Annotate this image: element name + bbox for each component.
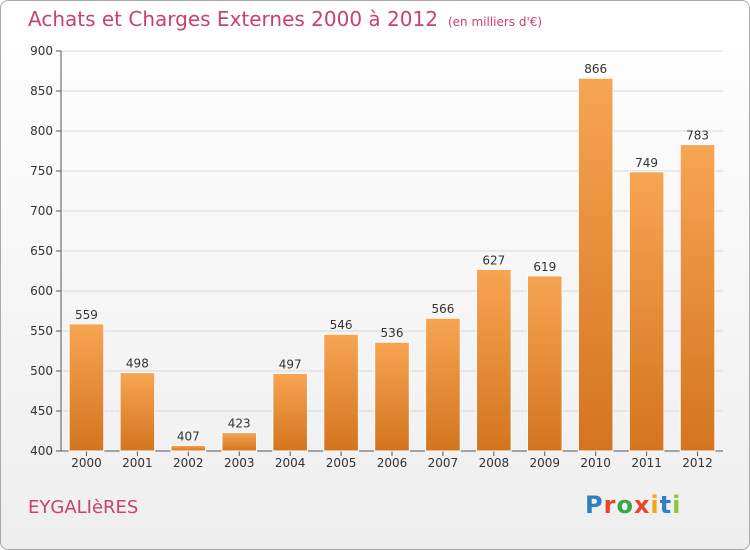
- y-tick-label: 850: [30, 84, 53, 98]
- data-label-2007: 566: [431, 302, 454, 316]
- data-label-2001: 498: [126, 357, 149, 371]
- bar-2004: [272, 372, 308, 452]
- data-label-2011: 749: [635, 156, 658, 170]
- bar-2006: [374, 341, 410, 452]
- data-label-2009: 619: [533, 260, 556, 274]
- data-label-2005: 546: [330, 318, 353, 332]
- y-tick-label: 650: [30, 244, 53, 258]
- y-tick-label: 450: [30, 404, 53, 418]
- x-tick-label-2003: 2003: [224, 456, 255, 470]
- y-tick-label: 750: [30, 164, 53, 178]
- x-tick-label-2008: 2008: [479, 456, 510, 470]
- data-label-2000: 559: [75, 308, 98, 322]
- data-label-2006: 536: [381, 326, 404, 340]
- x-tick-label-2004: 2004: [275, 456, 306, 470]
- data-label-2010: 866: [584, 62, 607, 76]
- bar-2000: [68, 323, 105, 452]
- chart-title-text: Achats et Charges Externes 2000 à 2012: [28, 7, 438, 31]
- chart-title: Achats et Charges Externes 2000 à 2012 (e…: [28, 7, 542, 31]
- x-tick-label-2007: 2007: [428, 456, 459, 470]
- x-tick-label-2005: 2005: [326, 456, 357, 470]
- commune-name: EYGALIèRES: [28, 497, 139, 518]
- data-label-2003: 423: [228, 417, 251, 431]
- logo-letter: x: [633, 491, 651, 519]
- data-label-2008: 627: [482, 253, 505, 267]
- data-label-2002: 407: [177, 429, 200, 443]
- x-tick-label-2001: 2001: [122, 456, 153, 470]
- bar-2001: [119, 372, 156, 452]
- bar-2007: [425, 317, 461, 452]
- bar-2011: [628, 171, 665, 452]
- chart-unit: (en milliers d'€): [447, 15, 543, 29]
- x-tick-label-2009: 2009: [529, 456, 560, 470]
- x-tick-label-2002: 2002: [173, 456, 204, 470]
- data-label-2012: 783: [686, 129, 709, 143]
- logo-letter: t: [659, 491, 673, 519]
- labels: 400 450 500 550 600 650 700 750 800 850 900 559 2000…: [30, 44, 713, 470]
- bar-2003: [221, 432, 258, 452]
- bar-2010: [577, 77, 614, 452]
- y-tick-label: 800: [30, 124, 53, 138]
- bar-2005: [323, 333, 359, 452]
- y-tick-label: 600: [30, 284, 53, 298]
- y-tick-label: 550: [30, 324, 53, 338]
- logo-letter: i: [672, 491, 682, 519]
- y-tick-label: 500: [30, 364, 53, 378]
- bar-2002: [170, 444, 207, 452]
- x-tick-label-2010: 2010: [580, 456, 611, 470]
- x-tick-label-2006: 2006: [377, 456, 408, 470]
- logo-letter: o: [616, 491, 634, 519]
- logo-letter: i: [650, 491, 660, 519]
- y-tick-label: 400: [30, 444, 53, 458]
- bars: [68, 77, 716, 452]
- data-label-2004: 497: [279, 357, 302, 371]
- y-tick-label: 700: [30, 204, 53, 218]
- logo-letter: P: [585, 491, 604, 519]
- x-tick-label-2000: 2000: [71, 456, 102, 470]
- bar-2008: [476, 268, 512, 452]
- bar-2009: [526, 275, 563, 452]
- x-tick-label-2012: 2012: [682, 456, 713, 470]
- proxiti-logo: Proxiti: [585, 491, 681, 519]
- logo-letter: r: [603, 491, 617, 519]
- y-tick-label: 900: [30, 44, 53, 58]
- bar-2012: [679, 144, 716, 452]
- x-tick-label-2011: 2011: [631, 456, 662, 470]
